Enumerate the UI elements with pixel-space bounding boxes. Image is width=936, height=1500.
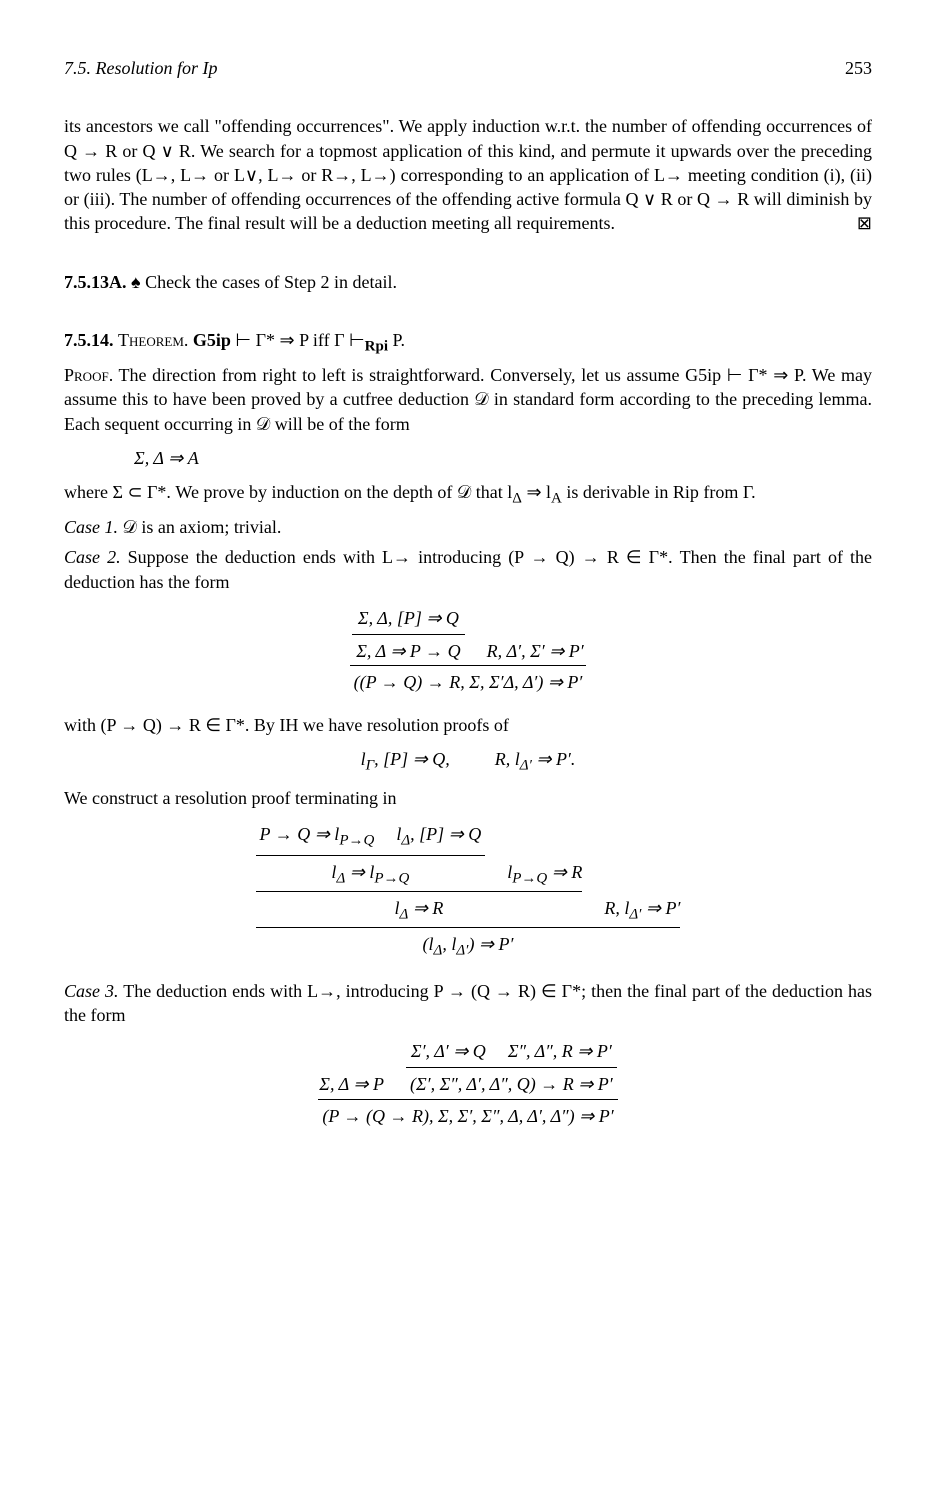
tree2-t1: P → Q ⇒ lP→Q [260,822,375,851]
tree1-mid-left: Σ, Δ ⇒ P → Q [352,637,464,663]
case-2-text: Suppose the deduction ends with L→ intro… [64,547,872,591]
theorem-stmt-suffix: P. [388,330,405,350]
res-right-b: ⇒ P′. [532,749,576,769]
proof-tree-2: P → Q ⇒ lP→Q lΔ, [P] ⇒ Q lΔ ⇒ lP→Q lP→Q … [64,822,872,960]
theorem-number: 7.5.14. [64,330,114,350]
proof-text-2c: is derivable in Rip from Γ. [562,482,756,502]
display-resolutions: lΓ, [P] ⇒ Q, R, lΔ′ ⇒ P′. [64,747,872,776]
tree2-t2: lΔ, [P] ⇒ Q [396,822,481,851]
theorem-stmt-mid: ⊢ Γ* ⇒ P iff Γ ⊢ [231,330,365,350]
tree1-bottom: ((P → Q) → R, Σ, Σ′Δ, Δ′) ⇒ P′ [350,668,587,694]
tree2-m1: lΔ ⇒ lP→Q [256,858,486,889]
case-2: Case 2. Suppose the deduction ends with … [64,545,872,594]
tree3-bottom: (P → (Q → R), Σ, Σ′, Σ″, Δ, Δ′, Δ″) ⇒ P′ [318,1102,617,1128]
theorem-system: G5ip [193,330,231,350]
spade-icon: ♠ [131,272,141,292]
proof-paragraph-2: where Σ ⊂ Γ*. We prove by induction on t… [64,480,872,509]
tree3-ml: Σ, Δ ⇒ P [319,1072,384,1096]
tree3-mr: (Σ′, Σ″, Δ′, Δ″, Q) → R ⇒ P′ [406,1070,617,1096]
proof-paragraph-4: We construct a resolution proof terminat… [64,786,872,810]
proof-sub-a: A [551,491,562,507]
running-head: 7.5. Resolution for Ip [64,56,218,80]
paragraph-intro-text: its ancestors we call "offending occurre… [64,116,872,233]
tree1-mid-right: R, Δ′, Σ′ ⇒ P′ [487,639,584,663]
proof-text-2b: ⇒ l [522,482,551,502]
theorem-label: Theorem. [118,330,188,350]
page-header: 7.5. Resolution for Ip 253 [64,56,872,80]
theorem-sub: Rpi [365,339,388,355]
exercise-number: 7.5.13A. [64,272,127,292]
proof-label: Proof. [64,365,113,385]
case-3-text: The deduction ends with L→, introducing … [64,981,872,1025]
page-number: 253 [845,56,872,80]
qed-symbol: ⊠ [857,211,872,235]
theorem-7-5-14: 7.5.14. Theorem. G5ip ⊢ Γ* ⇒ P iff Γ ⊢Rp… [64,328,872,357]
proof-sub-delta: Δ [512,491,522,507]
proof-paragraph-3: with (P → Q) → R ∈ Γ*. By IH we have res… [64,713,872,737]
proof-tree-1: Σ, Δ, [P] ⇒ Q Σ, Δ ⇒ P → Q R, Δ′, Σ′ ⇒ P… [64,606,872,695]
tree3-tl: Σ′, Δ′ ⇒ Q [411,1039,486,1063]
proof-text-1: The direction from right to left is stra… [64,365,872,434]
res-left-b: , [P] ⇒ Q, [374,749,450,769]
tree1-top: Σ, Δ, [P] ⇒ Q [352,606,464,632]
tree2-final: (lΔ, lΔ′) ⇒ P′ [256,930,681,961]
case-3: Case 3. The deduction ends with L→, intr… [64,979,872,1028]
case-1-label: Case 1. [64,517,118,537]
res-right-sub: Δ′ [520,758,532,774]
proof-tree-3: Σ, Δ ⇒ P Σ′, Δ′ ⇒ Q Σ″, Δ″, R ⇒ P′ (Σ′, … [64,1039,872,1128]
tree3-tr: Σ″, Δ″, R ⇒ P′ [508,1039,612,1063]
exercise-text: Check the cases of Step 2 in detail. [145,272,397,292]
proof-text-2a: where Σ ⊂ Γ*. We prove by induction on t… [64,482,512,502]
exercise-7-5-13a: 7.5.13A. ♠ Check the cases of Step 2 in … [64,270,872,294]
res-right-a: R, l [495,749,520,769]
case-1-text: 𝒟 is an axiom; trivial. [118,517,281,537]
case-2-label: Case 2. [64,547,121,567]
proof-paragraph-1: Proof. The direction from right to left … [64,363,872,436]
case-3-label: Case 3. [64,981,119,1001]
display-sequent-1: Σ, Δ ⇒ A [134,446,872,470]
paragraph-intro: its ancestors we call "offending occurre… [64,114,872,235]
running-head-text: 7.5. Resolution for Ip [64,58,218,78]
tree2-m2: lP→Q ⇒ R [507,860,582,889]
tree2-right: R, lΔ′ ⇒ P′ [604,896,680,925]
res-left-sub: Γ [366,758,375,774]
tree2-n1: lΔ ⇒ R [256,894,583,925]
case-1: Case 1. 𝒟 is an axiom; trivial. [64,515,872,539]
